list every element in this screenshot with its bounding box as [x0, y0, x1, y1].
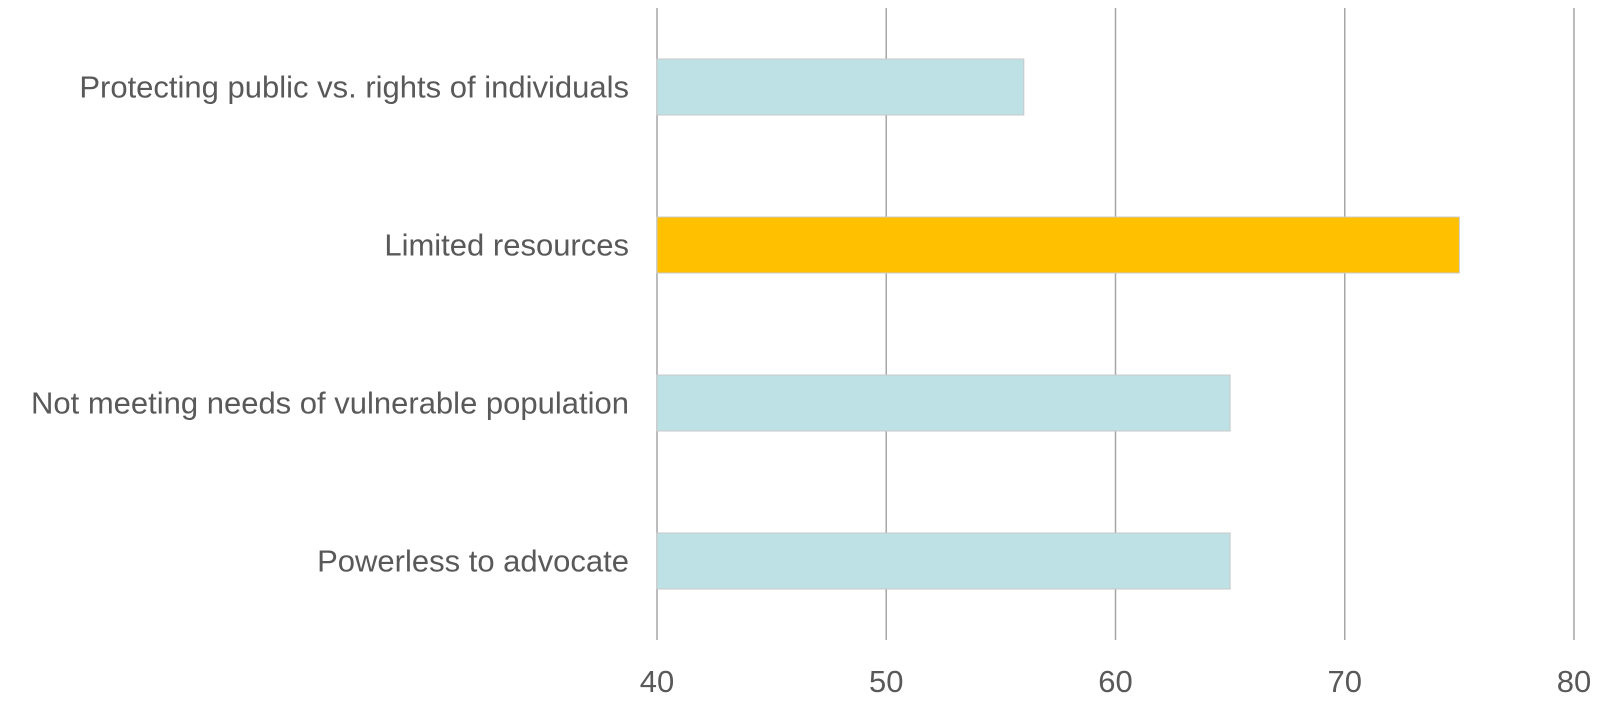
bar-3 [656, 374, 1231, 432]
bar-1 [656, 58, 1025, 116]
bars [656, 58, 1460, 590]
category-label: Not meeting needs of vulnerable populati… [31, 386, 629, 421]
category-label: Powerless to advocate [317, 544, 629, 579]
x-tick-label: 80 [1557, 664, 1591, 699]
x-tick-label: 40 [640, 664, 674, 699]
x-axis-tick-labels: 40 50 60 70 80 [640, 664, 1591, 699]
category-label: Protecting public vs. rights of individu… [79, 70, 629, 105]
bar-4 [656, 532, 1231, 590]
bar-2 [656, 216, 1460, 274]
category-labels: Protecting public vs. rights of individu… [31, 70, 629, 579]
category-label: Limited resources [384, 228, 629, 263]
x-tick-label: 50 [869, 664, 903, 699]
x-tick-label: 60 [1098, 664, 1132, 699]
x-tick-label: 70 [1328, 664, 1362, 699]
